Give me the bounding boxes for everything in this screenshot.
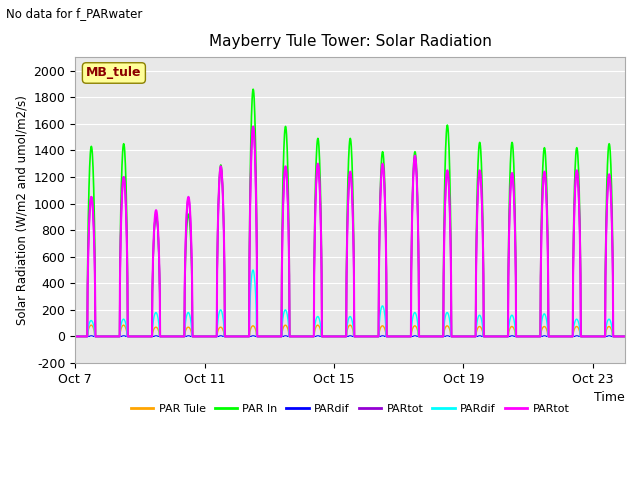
PAR In	[193, 334, 201, 339]
PARdif	[621, 334, 629, 339]
PAR Tule	[367, 334, 374, 339]
PARdif	[194, 334, 202, 339]
X-axis label: Time: Time	[595, 391, 625, 404]
PAR Tule	[87, 322, 95, 328]
PAR Tule	[209, 334, 217, 339]
PARtot	[367, 334, 374, 339]
PAR In	[500, 334, 508, 339]
PARtot	[193, 334, 201, 339]
PARtot	[250, 125, 257, 131]
PARdif	[162, 334, 170, 339]
PARtot	[367, 334, 374, 339]
PARtot	[162, 334, 170, 339]
PARdif	[209, 334, 217, 339]
Line: PAR In: PAR In	[75, 89, 625, 336]
PAR In	[71, 334, 79, 339]
PARdif	[71, 334, 79, 339]
PARtot	[71, 334, 79, 339]
PAR In	[209, 334, 216, 339]
PAR Tule	[194, 334, 202, 339]
PARtot	[86, 199, 94, 205]
Text: No data for f_PARwater: No data for f_PARwater	[6, 7, 143, 20]
PARdif	[209, 334, 216, 339]
PAR Tule	[500, 334, 508, 339]
PARtot	[162, 334, 170, 339]
PAR In	[250, 86, 257, 92]
PARdif	[88, 333, 95, 339]
PARdif	[367, 334, 374, 339]
PARtot	[209, 334, 216, 339]
PARdif	[249, 267, 257, 273]
Y-axis label: Solar Radiation (W/m2 and umol/m2/s): Solar Radiation (W/m2 and umol/m2/s)	[15, 95, 28, 325]
PARtot	[500, 334, 508, 339]
PARtot	[71, 334, 79, 339]
Line: PARdif: PARdif	[75, 270, 625, 336]
PARdif	[86, 333, 94, 339]
Line: PARtot: PARtot	[75, 126, 625, 336]
PARdif	[86, 318, 94, 324]
PARtot	[209, 334, 216, 339]
PARdif	[162, 334, 170, 339]
PARtot	[250, 123, 257, 129]
PAR Tule	[621, 334, 629, 339]
PAR Tule	[86, 323, 94, 328]
Title: Mayberry Tule Tower: Solar Radiation: Mayberry Tule Tower: Solar Radiation	[209, 34, 492, 49]
PAR Tule	[71, 334, 79, 339]
PARdif	[500, 334, 508, 339]
PARtot	[193, 334, 201, 339]
PARtot	[621, 334, 629, 339]
PARtot	[86, 199, 94, 205]
PARtot	[621, 334, 629, 339]
Text: MB_tule: MB_tule	[86, 67, 141, 80]
PAR In	[86, 151, 94, 156]
PARdif	[500, 334, 508, 339]
Line: PARtot: PARtot	[75, 128, 625, 336]
PARdif	[367, 334, 374, 339]
PAR Tule	[162, 334, 170, 339]
Legend: PAR Tule, PAR In, PARdif, PARtot, PARdif, PARtot: PAR Tule, PAR In, PARdif, PARtot, PARdif…	[127, 400, 573, 419]
Line: PAR Tule: PAR Tule	[75, 325, 625, 336]
PARdif	[621, 334, 629, 339]
PARdif	[193, 334, 201, 339]
PAR In	[367, 334, 374, 339]
PARdif	[71, 334, 79, 339]
PAR In	[621, 334, 629, 339]
PARtot	[500, 334, 508, 339]
PAR In	[162, 334, 170, 339]
